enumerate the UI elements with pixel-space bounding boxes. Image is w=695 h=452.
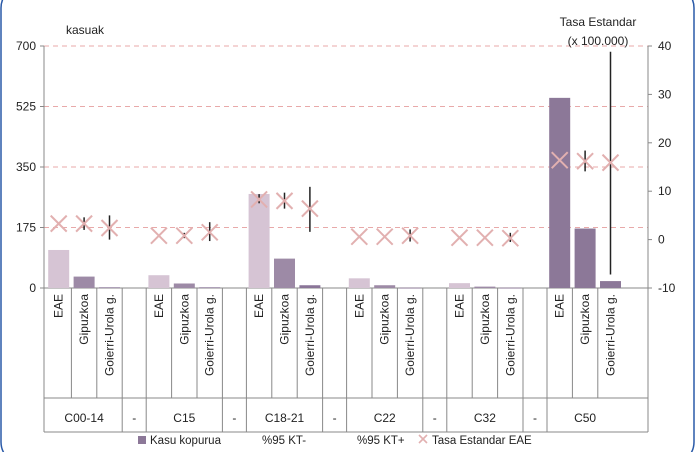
left-tick-label: 175 [16, 221, 36, 235]
bar [248, 193, 270, 288]
bar [73, 276, 95, 288]
category-label: Goierri-Urola g. [604, 294, 618, 376]
bar [148, 275, 170, 288]
left-tick-label: 525 [16, 100, 36, 114]
legend-label: %95 KT- [262, 435, 306, 447]
bar [600, 281, 621, 288]
rate-marker-stroke [49, 214, 68, 233]
group-label: C15 [173, 411, 195, 425]
legend: Kasu kopurua %95 KT- %95 KT+ Tasa Estandar … [138, 434, 532, 447]
category-label: Gipuzkoa [578, 294, 592, 345]
category-label: Goierri-Urola g. [503, 294, 517, 376]
category-label: EAE [52, 294, 66, 318]
category-label: Gipuzkoa [378, 294, 392, 345]
bar [48, 249, 70, 288]
left-tick-label: 0 [29, 281, 36, 295]
rate-marker-stroke [576, 152, 594, 170]
rate-marker-stroke [401, 227, 419, 245]
category-label: Goierri-Urola g. [403, 294, 417, 376]
bars [48, 97, 621, 289]
rate-marker-stroke [301, 199, 319, 218]
legend-label: %95 KT+ [357, 435, 405, 447]
category-label: Gipuzkoa [278, 294, 292, 345]
separator-label: - [132, 411, 136, 425]
rate-marker-stroke [476, 228, 494, 247]
category-label: Goierri-Urola g. [103, 294, 117, 376]
bar [574, 228, 596, 288]
rate-marker-stroke [175, 227, 194, 245]
rate-marker-stroke [550, 151, 569, 169]
bar [474, 286, 496, 288]
left-tick-label: 700 [16, 39, 36, 53]
axes: kasuak Tasa Estandar (x 100.000) 0 175 350… [16, 15, 676, 295]
bar [348, 278, 370, 288]
left-axis-label: kasuak [66, 23, 105, 37]
rate-markers [49, 151, 620, 247]
bar [199, 287, 221, 289]
bar [399, 287, 421, 289]
right-tick-label: -10 [658, 281, 676, 295]
right-tick-label: 40 [658, 39, 672, 53]
rate-marker-stroke [275, 192, 294, 210]
bar [499, 287, 521, 289]
bar [449, 283, 470, 288]
group-label: C22 [374, 411, 396, 425]
bar [549, 97, 571, 288]
category-label: Goierri-Urola g. [203, 294, 217, 376]
rate-marker-stroke [150, 227, 168, 245]
separator-label: - [533, 411, 537, 425]
left-tick-label: 350 [16, 160, 36, 174]
legend-label: Tasa Estandar EAE [432, 435, 532, 447]
rate-marker-stroke [501, 229, 520, 247]
bar [299, 285, 321, 288]
rate-marker-stroke [375, 227, 394, 246]
category-label: EAE [453, 294, 467, 318]
group-label: C18-21 [265, 411, 305, 425]
separator-label: - [333, 411, 337, 425]
category-label: Gipuzkoa [77, 294, 91, 345]
bar [374, 285, 396, 288]
right-axis-label-line1: Tasa Estandar [560, 15, 637, 29]
legend-swatch-bar [138, 436, 146, 444]
separator-label: - [232, 411, 236, 425]
rate-marker-stroke [450, 228, 469, 247]
rate-marker-stroke [350, 227, 369, 246]
legend-swatch-x [418, 434, 428, 444]
legend-label: Kasu kopurua [150, 435, 222, 447]
category-label: Gipuzkoa [177, 294, 191, 345]
separator-label: - [433, 411, 437, 425]
right-tick-label: 30 [658, 87, 672, 101]
right-tick-label: 0 [658, 233, 665, 247]
right-axis-label-line2: (x 100.000) [568, 34, 629, 48]
group-label: C50 [574, 411, 596, 425]
category-label: Gipuzkoa [478, 294, 492, 345]
group-label: C00-14 [64, 411, 104, 425]
group-table: C00-14 C15 C18-21 C22 C32 C50 - - - - - [43, 288, 649, 433]
rate-marker-stroke [75, 214, 93, 233]
bar [274, 258, 295, 288]
right-tick-label: 10 [658, 184, 672, 198]
category-label: EAE [152, 294, 166, 318]
rate-marker-stroke [601, 153, 620, 172]
rate-marker-stroke [250, 190, 268, 209]
group-label: C32 [474, 411, 496, 425]
category-label: EAE [352, 294, 366, 318]
right-tick-label: 20 [658, 136, 672, 150]
rate-marker-stroke [200, 223, 219, 242]
bar [173, 283, 195, 288]
grid-lines [44, 45, 648, 228]
rate-marker-stroke [100, 219, 119, 237]
bar [99, 287, 120, 289]
category-label: EAE [553, 294, 567, 318]
category-labels: EAE Gipuzkoa Goierri-Urola g. EAE Gipuzkoa Go… [52, 294, 618, 376]
category-label: EAE [252, 294, 266, 318]
category-label: Goierri-Urola g. [303, 294, 317, 376]
